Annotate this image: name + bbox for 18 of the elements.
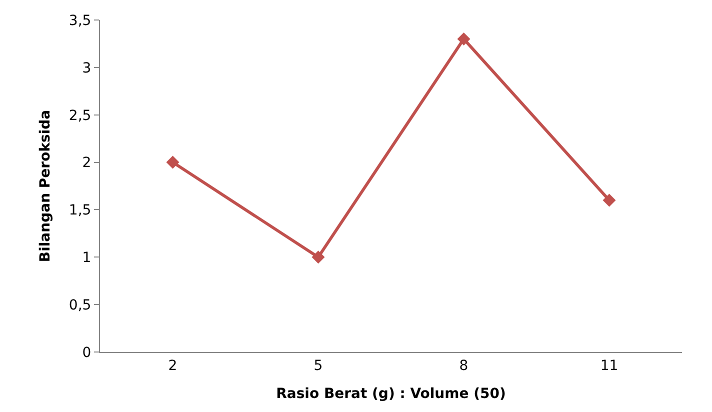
point	[312, 250, 325, 264]
y-tick-label: 0	[82, 344, 92, 361]
y-tick-label: 1,5	[68, 202, 92, 219]
point	[602, 194, 616, 207]
y-tick-label: 2	[82, 155, 92, 172]
y-tick-label: 0,5	[68, 297, 92, 314]
y-tick-label: 1	[82, 250, 92, 266]
point	[457, 32, 470, 46]
x-tick-label: 8	[459, 358, 468, 374]
y-tick-label: 3,5	[68, 12, 92, 29]
x-tick-label: 5	[314, 358, 323, 374]
y-tick-label: 2,5	[68, 108, 92, 124]
y-axis-title: Bilangan Peroksida	[38, 110, 54, 262]
x-tick-label: 2	[168, 358, 178, 374]
y-tick-label: 3	[82, 60, 92, 76]
point	[166, 156, 180, 169]
x-axis-title: Rasio Berat (g) : Volume (50)	[276, 386, 506, 402]
x-tick-label: 11	[600, 358, 618, 374]
